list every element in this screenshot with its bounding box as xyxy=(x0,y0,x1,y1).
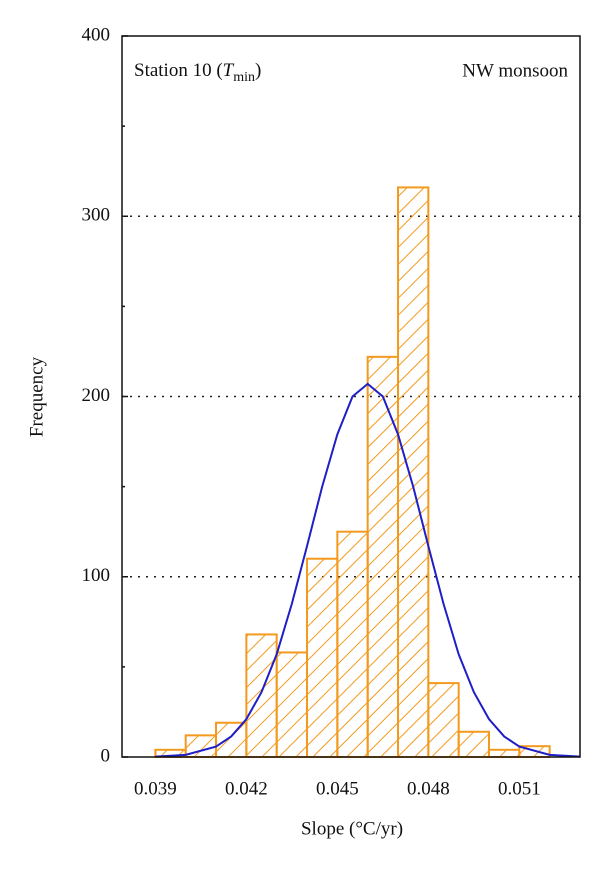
x-axis-label: Slope (°C/yr) xyxy=(301,818,403,839)
x-tick-label: 0.039 xyxy=(134,778,177,799)
bar xyxy=(245,633,278,758)
bar xyxy=(215,721,248,759)
x-tick-label: 0.045 xyxy=(316,778,359,799)
bar xyxy=(366,355,400,758)
y-tick-label: 100 xyxy=(82,565,111,586)
y-tick-label: 0 xyxy=(101,745,111,766)
bar xyxy=(306,557,339,758)
y-tick-label: 400 xyxy=(82,24,111,45)
bar xyxy=(397,186,430,759)
fit-curve xyxy=(155,382,581,758)
bar xyxy=(275,651,309,759)
y-axis-label: Frequency xyxy=(26,356,47,437)
x-tick-label: 0.051 xyxy=(498,778,541,799)
annotation-part: Station 10 ( xyxy=(134,60,223,81)
x-tick-label: 0.042 xyxy=(225,778,268,799)
bar xyxy=(457,730,491,759)
plot-frame xyxy=(121,35,581,758)
annotation-right: NW monsoon xyxy=(462,60,568,81)
annotation-part: ) xyxy=(255,60,261,81)
bar xyxy=(488,748,521,758)
bar xyxy=(427,682,460,758)
annotation-left: Station 10 (Tmin) xyxy=(134,60,261,85)
y-tick-label: 300 xyxy=(82,205,111,226)
y-tick-label: 200 xyxy=(82,385,111,406)
annotation-part: T xyxy=(223,60,235,81)
bar xyxy=(336,530,369,758)
x-tick-label: 0.048 xyxy=(407,778,450,799)
annotation-part: min xyxy=(233,70,255,85)
